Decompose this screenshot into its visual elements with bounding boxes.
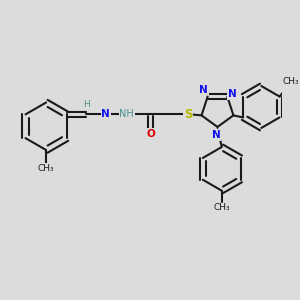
Text: N: N — [212, 130, 220, 140]
Text: CH₃: CH₃ — [38, 164, 54, 173]
Text: N: N — [101, 110, 110, 119]
Text: N: N — [199, 85, 208, 95]
Text: N: N — [228, 89, 237, 99]
Text: CH₃: CH₃ — [213, 203, 230, 212]
Text: NH: NH — [119, 110, 134, 119]
Text: S: S — [184, 108, 192, 121]
Text: O: O — [146, 129, 155, 139]
Text: CH₃: CH₃ — [283, 77, 299, 86]
Text: H: H — [83, 100, 90, 109]
